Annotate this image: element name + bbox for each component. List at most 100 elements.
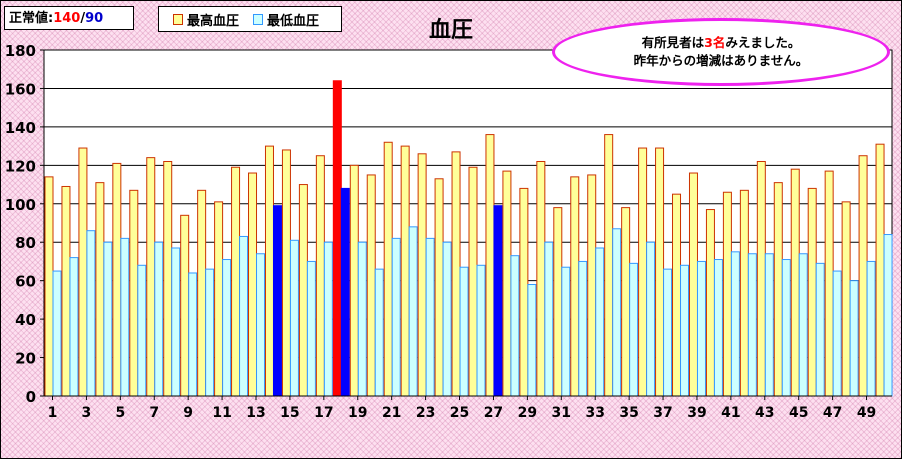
- bar-systolic: [44, 176, 54, 397]
- bar-systolic: [78, 147, 88, 397]
- normal-systolic-value: 140: [53, 11, 81, 26]
- note-highlight-count: 3名: [704, 35, 726, 50]
- x-tick-label: 47: [823, 405, 842, 421]
- y-tick-label: 80: [15, 234, 36, 252]
- bar-systolic: [858, 155, 868, 397]
- bar-diastolic: [730, 251, 740, 397]
- x-tick-label: 35: [619, 405, 638, 421]
- y-tick-label: 140: [5, 119, 36, 137]
- bar-systolic: [638, 147, 648, 397]
- bar-systolic: [739, 189, 749, 397]
- bar-systolic: [95, 182, 105, 397]
- bar-diastolic: [442, 241, 452, 397]
- normal-value-label: 正常値:: [9, 11, 54, 26]
- bar-diastolic: [340, 187, 350, 397]
- bar-systolic: [536, 160, 546, 397]
- note-line-2: 昨年からの増減はありません。: [633, 53, 809, 68]
- bar-diastolic: [306, 260, 316, 397]
- x-tick-label: 19: [348, 405, 367, 421]
- bar-systolic: [485, 134, 495, 397]
- x-tick-label: 17: [314, 405, 333, 421]
- bar-systolic: [672, 193, 682, 397]
- bar-systolic: [61, 185, 71, 397]
- bar-diastolic: [52, 270, 62, 397]
- bar-systolic: [604, 134, 614, 397]
- bar-systolic: [264, 145, 274, 397]
- bar-diastolic: [578, 260, 588, 397]
- legend: 最高血圧 最低血圧: [158, 6, 342, 32]
- bar-diastolic: [272, 205, 282, 397]
- note-line-1-before: 有所見者は: [641, 35, 705, 50]
- legend-label-systolic: 最高血圧: [187, 13, 240, 29]
- bar-diastolic: [815, 262, 825, 397]
- bar-systolic: [214, 201, 224, 397]
- normal-diastolic-value: 90: [85, 11, 104, 26]
- bar-systolic: [621, 207, 631, 397]
- bar-diastolic: [849, 280, 859, 397]
- bar-systolic: [349, 164, 359, 397]
- bar-diastolic: [188, 272, 198, 397]
- y-tick-label: 100: [5, 196, 36, 214]
- bar-systolic: [383, 141, 393, 397]
- x-tick-label: 29: [518, 405, 537, 421]
- bar-diastolic: [425, 237, 435, 397]
- bar-diastolic: [323, 241, 333, 397]
- x-tick-label: 21: [382, 405, 401, 421]
- chart-title: 血圧: [428, 18, 473, 43]
- bar-diastolic: [476, 264, 486, 397]
- bar-systolic: [451, 151, 461, 397]
- bar-diastolic: [137, 264, 147, 397]
- bar-diastolic: [374, 268, 384, 397]
- x-tick-label: 49: [857, 405, 876, 421]
- bar-systolic: [807, 187, 817, 397]
- bar-diastolic: [510, 255, 520, 397]
- bar-systolic: [519, 187, 529, 397]
- x-tick-label: 31: [552, 405, 571, 421]
- y-tick-label: 120: [5, 157, 36, 175]
- x-tick-label: 37: [653, 405, 672, 421]
- bar-diastolic: [493, 205, 503, 397]
- x-tick-label: 15: [280, 405, 299, 421]
- normal-value-separator: /: [80, 11, 86, 26]
- x-tick-label: 3: [82, 405, 92, 421]
- legend-item-systolic: 最高血圧: [173, 10, 239, 29]
- bar-systolic: [570, 176, 580, 397]
- bar-systolic: [434, 178, 444, 397]
- legend-swatch-diastolic: [253, 13, 264, 25]
- bar-diastolic: [154, 241, 164, 397]
- bar-diastolic: [696, 260, 706, 397]
- x-tick-label: 41: [721, 405, 740, 421]
- x-tick-label: 9: [183, 405, 193, 421]
- x-tick-label: 39: [687, 405, 706, 421]
- bar-diastolic: [239, 235, 249, 397]
- normal-value-box: 正常値:140/90: [4, 6, 134, 30]
- bar-systolic: [146, 157, 156, 397]
- bar-systolic: [655, 147, 665, 397]
- x-tick-label: 7: [149, 405, 159, 421]
- y-tick-label: 0: [26, 388, 36, 406]
- note-callout: 有所見者は3名みえました。 昨年からの増減はありません。: [552, 18, 890, 86]
- bar-diastolic: [680, 264, 690, 397]
- legend-label-diastolic: 最低血圧: [267, 13, 320, 29]
- bar-diastolic: [595, 247, 605, 397]
- bar-diastolic: [222, 259, 232, 397]
- bar-diastolic: [629, 262, 639, 397]
- x-tick-label: 5: [115, 405, 125, 421]
- bar-systolic: [400, 145, 410, 397]
- bar-systolic: [281, 149, 291, 397]
- bar-systolic: [298, 184, 308, 397]
- y-tick-label: 160: [5, 80, 36, 98]
- legend-item-diastolic: 最低血圧: [253, 10, 319, 29]
- x-tick-label: 13: [246, 405, 265, 421]
- x-tick-label: 33: [585, 405, 604, 421]
- bar-systolic: [553, 207, 563, 397]
- bar-diastolic: [561, 266, 571, 397]
- bar-systolic: [248, 172, 258, 397]
- bar-diastolic: [408, 226, 418, 397]
- bar-systolic: [180, 214, 190, 397]
- bar-systolic: [417, 153, 427, 397]
- bar-systolic: [231, 166, 241, 397]
- y-tick-label: 60: [15, 273, 36, 291]
- bar-diastolic: [781, 259, 791, 397]
